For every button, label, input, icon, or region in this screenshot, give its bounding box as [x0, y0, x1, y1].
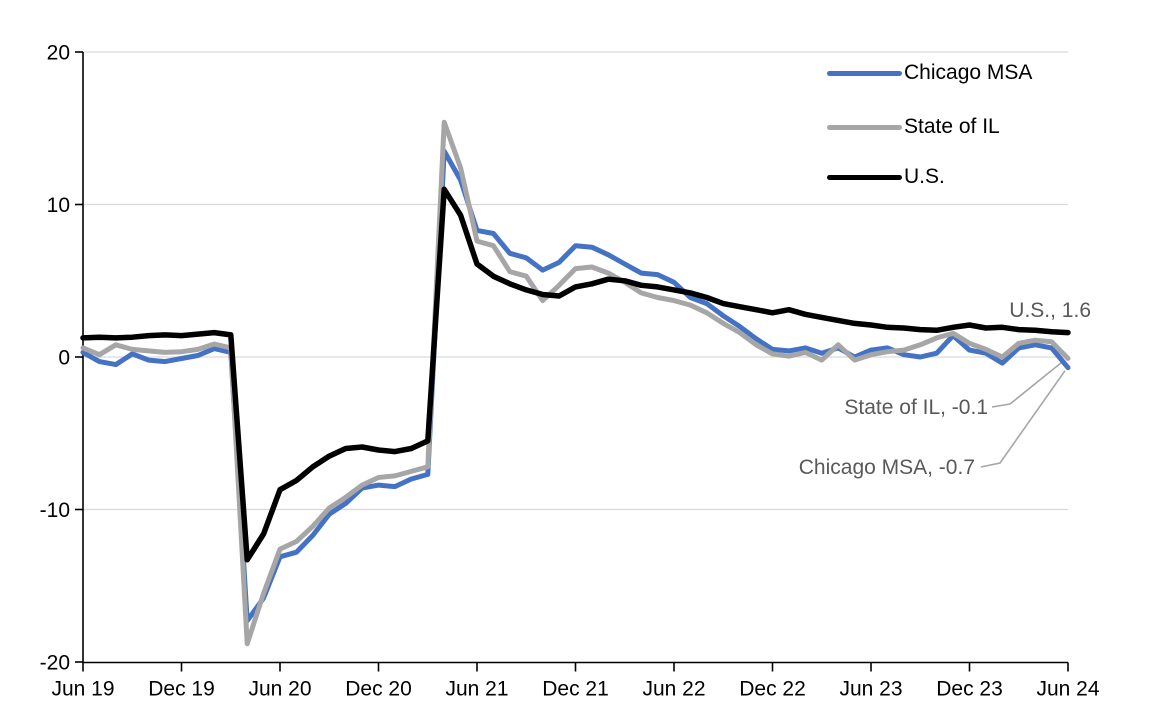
x-tick-label-10: Jun 24 [1036, 678, 1099, 701]
annotation-us-end-value: U.S., 1.6 [1009, 299, 1091, 322]
x-tick-label-5: Dec 21 [542, 678, 609, 701]
series-line-state-of-il [80, 119, 1071, 647]
y-tick-label-10: 10 [47, 194, 70, 217]
legend-label-us: U.S. [904, 165, 945, 188]
legend-swatch-state-of-il [827, 124, 902, 130]
legend-label-chicago-msa: Chicago MSA [904, 61, 1033, 84]
leader-line-state-of-il [991, 359, 1065, 408]
legend-label-state-of-il: State of IL [904, 115, 1000, 138]
x-tick-label-1: Dec 19 [148, 678, 215, 701]
x-tick-label-0: Jun 19 [51, 678, 114, 701]
x-tick-label-3: Dec 20 [345, 678, 412, 701]
legend-swatch-chicago-msa [827, 70, 902, 76]
legend-item-state-of-il[interactable]: State of IL [827, 116, 1000, 138]
x-tick-label-7: Dec 22 [739, 678, 806, 701]
legend-item-us[interactable]: U.S. [827, 166, 945, 188]
y-tick-label--10: -10 [40, 499, 70, 522]
y-tick-label-0: 0 [58, 347, 70, 370]
annotation-chicago-msa-end-value: Chicago MSA, -0.7 [798, 456, 975, 479]
y-tick-label--20: -20 [40, 652, 70, 675]
series-line-u-s [80, 186, 1071, 563]
x-tick-label-6: Jun 22 [642, 678, 705, 701]
leader-line-chicago-msa [980, 370, 1066, 468]
legend-item-chicago-msa[interactable]: Chicago MSA [827, 62, 1032, 84]
annotation-state-of-il-end-value: State of IL, -0.1 [844, 396, 988, 419]
legend-swatch-us [827, 174, 902, 180]
x-tick-label-4: Jun 21 [445, 678, 508, 701]
x-tick-label-8: Jun 23 [839, 678, 902, 701]
x-tick-label-2: Jun 20 [248, 678, 311, 701]
x-tick-label-9: Dec 23 [936, 678, 1003, 701]
y-tick-label-20: 20 [47, 42, 70, 65]
